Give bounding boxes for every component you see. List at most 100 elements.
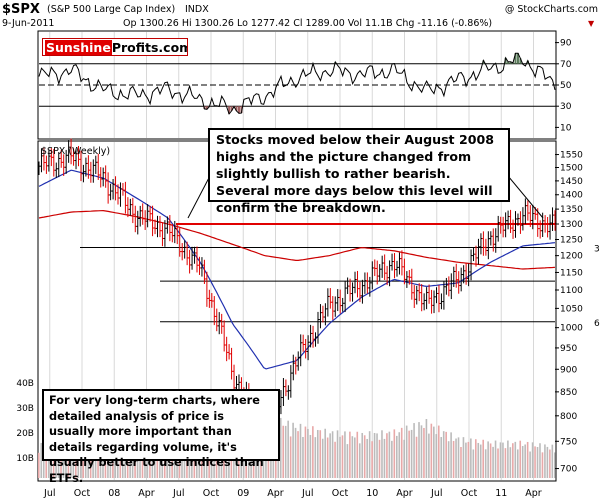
price-tick-label: 800 [560,412,577,422]
volume-bar [479,444,482,478]
volume-bar [287,420,289,478]
volume-bar [492,446,494,478]
volume-bar [497,448,499,478]
price-tick-label: 1100 [560,286,583,296]
volume-bar [482,439,485,478]
volume-bar [398,432,401,478]
volume-bar [94,446,97,478]
volume-bar [314,437,317,478]
price-tick-label: 900 [560,365,577,375]
volume-bar [531,442,534,478]
volume-bar [381,430,383,478]
volume-bar [38,452,40,478]
rsi-line [38,52,556,115]
x-tick-label: Oct [203,488,220,499]
volume-bar [452,440,455,478]
price-tick-label: 1550 [560,151,583,161]
volume-bar [551,444,554,478]
price-tick-label: 1200 [560,252,583,262]
volume-bar [418,422,420,478]
volume-bar [428,433,430,478]
volume-bar [544,444,546,478]
volume-bar [70,446,72,478]
price-tick-label: 1250 [560,236,583,246]
volume-bar [539,443,541,478]
volume-bar [282,425,285,478]
annotation-arrow-right [507,175,544,219]
x-tick-label: Oct [461,488,478,499]
volume-bar [403,439,405,478]
rsi-tick-label: 90 [560,39,572,49]
volume-bar [529,451,531,478]
volume-bar [366,438,368,478]
volume-bar [546,446,549,478]
volume-bar [378,439,381,478]
volume-bar [331,431,334,478]
volume-bar [361,432,364,478]
volume-bar [354,437,356,478]
volume-bar [82,446,85,478]
volume-bar [413,423,415,478]
volume-bar [534,446,536,478]
volume-bar [363,435,366,478]
x-tick-label: Apr [138,488,155,499]
volume-bar [302,436,304,478]
volume-bar [339,436,341,478]
price-tick-label: 1450 [560,177,583,187]
volume-bar [304,426,307,478]
volume-bar [494,440,497,478]
rsi-layer [38,52,556,115]
x-tick-label: Oct [74,488,91,499]
volume-bar [321,438,324,478]
rsi-tick-label: 50 [560,81,572,91]
x-tick-label: 08 [108,488,120,499]
price-tick-label: 950 [560,344,577,354]
volume-bar [371,441,373,478]
volume-bar [447,441,450,478]
volume-bar [383,438,386,478]
x-tick-label: 11 [495,488,507,499]
price-tick-label: 1150 [560,268,583,278]
volume-bar [289,436,292,478]
volume-bar [349,431,351,478]
volume-bar [450,432,452,478]
right-label: 3 [594,244,600,254]
price-tick-label: 1500 [560,163,583,173]
price-tick-label: 750 [560,437,577,447]
volume-bar [514,441,517,478]
volume-bar [484,449,487,478]
volume-bar [307,428,309,478]
x-tick-label: Jul [172,488,184,499]
volume-bar [415,436,418,478]
volume-bar [400,427,403,478]
rsi-tick-label: 30 [560,102,572,112]
right-label: 6 [594,319,600,329]
volume-bar [107,445,109,478]
volume-bar [467,441,470,478]
price-tick-label: 850 [560,388,577,398]
axes: Jul Oct 08 Apr Jul Oct 09 Apr Jul Oct 10 Apr Jul Oct 1… [16,39,600,499]
quote: Op 1300.26 Hi 1300.26 Lo 1277.42 Cl 1289… [123,18,492,29]
volume-bar [477,442,480,478]
volume-bar [554,452,556,478]
symbol: $SPX [2,2,40,17]
volume-bar [442,431,445,478]
volume-bar [376,433,378,478]
volume-bar [393,429,396,478]
price-tick-label: 1400 [560,191,583,201]
price-tick-label: 1000 [560,324,583,334]
volume-bar [294,427,297,478]
volume-bar [502,442,504,478]
volume-bar [521,446,524,478]
volume-bar [541,452,544,478]
volume-bar [405,425,408,478]
volume-bar [297,431,299,478]
x-tick-label: Apr [525,488,542,499]
x-tick-label: Jul [430,488,442,499]
volume-bar [368,431,371,478]
volume-bar [435,434,438,478]
logo-red-text: Sunshine [45,40,112,55]
description: (S&P 500 Large Cap Index) [47,4,175,15]
price-tick-label: 1050 [560,304,583,314]
volume-bar [388,431,391,478]
